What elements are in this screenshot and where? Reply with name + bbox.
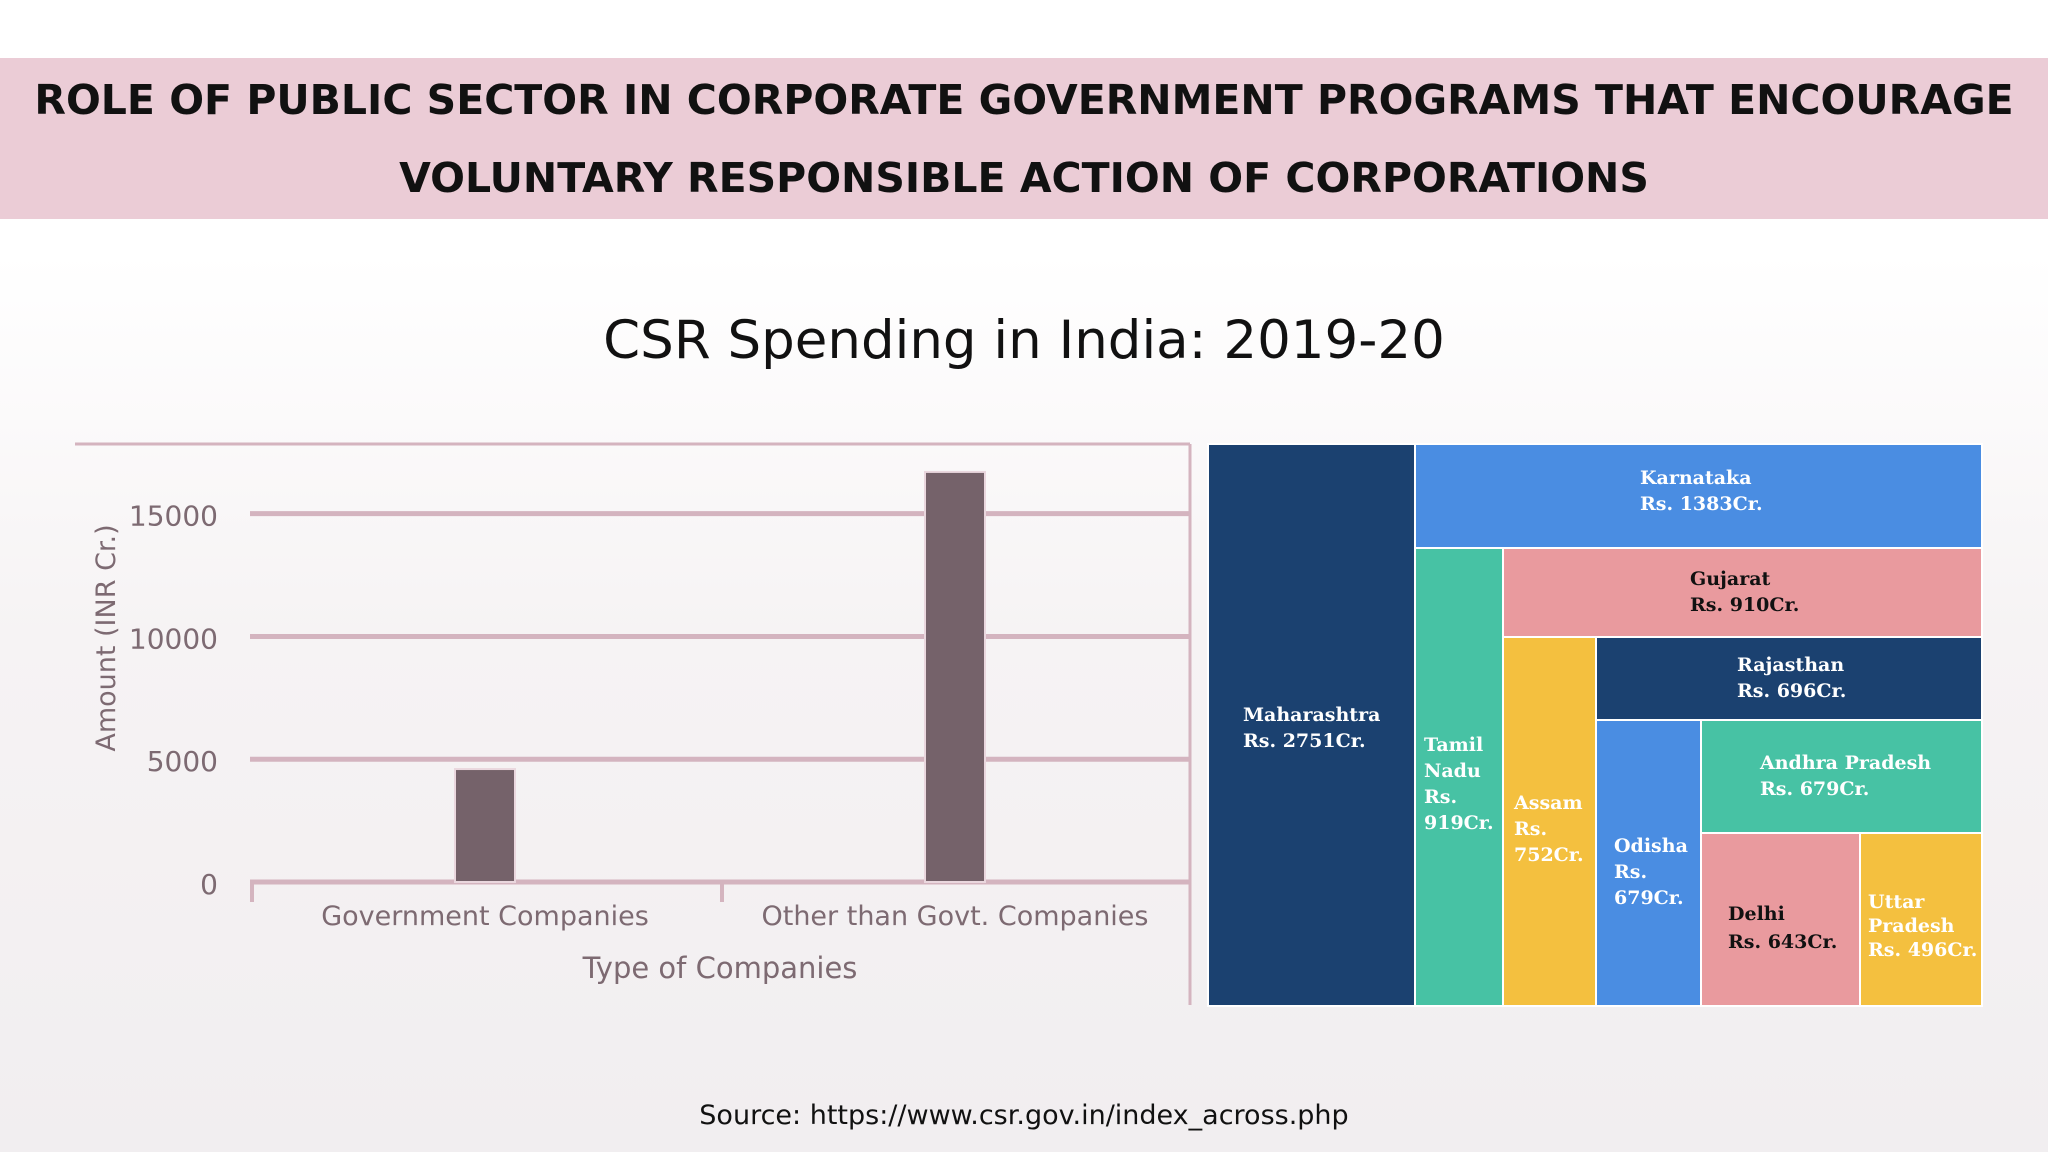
treemap-cell: [1502, 547, 1983, 638]
treemap-label-line: Rs. 910Cr.: [1690, 594, 1799, 616]
banner-title-line-1: ROLE OF PUBLIC SECTOR IN CORPORATE GOVER…: [34, 75, 2014, 124]
x-tick-label: Other than Govt. Companies: [761, 901, 1148, 932]
treemap-label-line: Rs. 643Cr.: [1728, 931, 1837, 953]
treemap-label: Gujarat Rs. 910Cr.: [1690, 568, 1799, 616]
treemap-label-line: Nadu: [1424, 760, 1481, 782]
banner-title-line-2: VOLUNTARY RESPONSIBLE ACTION OF CORPORAT…: [399, 153, 1649, 202]
treemap-label-line: Rs. 1383Cr.: [1640, 493, 1763, 515]
treemap-label-line: Rs.: [1514, 818, 1547, 840]
treemap-label-line: Uttar: [1868, 891, 1925, 913]
treemap-cell: [1207, 443, 1416, 1007]
treemap-cell: [1700, 719, 1983, 834]
y-tick-label: 10000: [129, 622, 218, 655]
treemap-label: Andhra Pradesh Rs. 679Cr.: [1759, 752, 1931, 800]
treemap-label-line: Rs. 696Cr.: [1737, 680, 1846, 702]
treemap-label-line: Rajasthan: [1737, 654, 1844, 676]
treemap-label-line: Karnataka: [1640, 467, 1752, 489]
treemap-cell: [1700, 832, 1861, 1007]
treemap-label-line: Pradesh: [1868, 915, 1955, 937]
treemap-label: Maharashtra Rs. 2751Cr.: [1243, 704, 1380, 752]
treemap-cell: [1595, 636, 1983, 721]
treemap-label-line: 679Cr.: [1614, 887, 1684, 909]
treemap-label: Uttar Pradesh Rs. 496Cr.: [1868, 891, 1977, 961]
treemap-label-line: 919Cr.: [1424, 812, 1494, 834]
treemap-label-line: Rs. 679Cr.: [1760, 778, 1869, 800]
treemap-label: Karnataka Rs. 1383Cr.: [1640, 467, 1763, 515]
treemap-label: Odisha Rs. 679Cr.: [1614, 835, 1688, 909]
y-axis-title: Amount (INR Cr.): [91, 524, 122, 751]
y-tick-label: 0: [200, 868, 218, 901]
bar: [454, 768, 516, 883]
treemap-cell: [1859, 832, 1983, 1007]
treemap-label-line: Rs. 496Cr.: [1868, 939, 1977, 961]
treemap-label-line: Maharashtra: [1243, 704, 1380, 726]
treemap-label-line: Assam: [1513, 792, 1583, 814]
chart-title: CSR Spending in India: 2019-20: [603, 310, 1445, 371]
treemap-label-line: Tamil: [1424, 734, 1483, 756]
source-note: Source: https://www.csr.gov.in/index_acr…: [699, 1100, 1349, 1131]
x-tick-label: Government Companies: [321, 901, 649, 932]
treemap-cell: [1595, 719, 1702, 1007]
treemap-cell: [1414, 443, 1983, 549]
treemap-label-line: Rs.: [1614, 861, 1647, 883]
treemap-label: Delhi Rs. 643Cr.: [1728, 903, 1837, 953]
treemap-label-line: Andhra Pradesh: [1759, 752, 1931, 774]
treemap-label: Rajasthan Rs. 696Cr.: [1737, 654, 1846, 702]
treemap-label: Assam Rs. 752Cr.: [1513, 792, 1584, 866]
treemap-label: Tamil Nadu Rs. 919Cr.: [1424, 734, 1494, 834]
treemap-label-line: Gujarat: [1690, 568, 1771, 590]
bar: [924, 470, 986, 883]
treemap-label-line: 752Cr.: [1514, 844, 1584, 866]
treemap-label-line: Odisha: [1614, 835, 1688, 857]
title-banner: ROLE OF PUBLIC SECTOR IN CORPORATE GOVER…: [0, 58, 2048, 219]
treemap-label-line: Rs. 2751Cr.: [1243, 730, 1366, 752]
y-tick-label: 5000: [147, 745, 218, 778]
y-tick-label: 15000: [129, 500, 218, 533]
treemap-label-line: Rs.: [1424, 786, 1457, 808]
treemap-cell: [1502, 636, 1597, 1007]
x-axis-title: Type of Companies: [582, 951, 858, 985]
treemap-label-line: Delhi: [1728, 903, 1785, 925]
